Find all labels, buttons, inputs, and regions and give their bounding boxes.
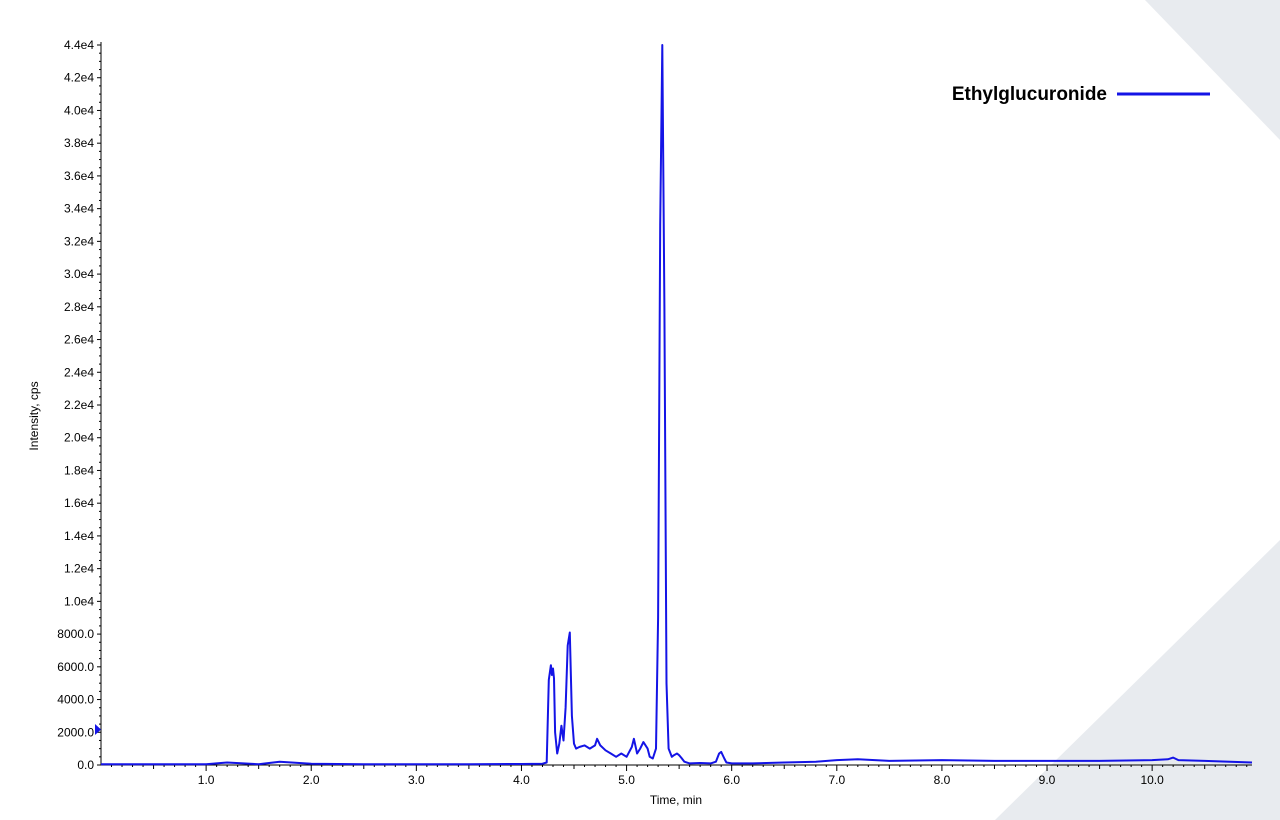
y-tick-label: 3.2e4 — [64, 234, 94, 248]
y-tick-label: 1.6e4 — [64, 496, 94, 510]
y-tick-label: 2.4e4 — [64, 365, 94, 379]
series-line-ethylglucuronide — [101, 44, 1253, 766]
y-tick-label: 4.0e4 — [64, 103, 94, 117]
y-tick-label: 2.0e4 — [64, 431, 94, 445]
x-tick-label: 10.0 — [1140, 773, 1164, 787]
y-tick-label: 4.2e4 — [64, 71, 94, 85]
y-tick-label: 3.0e4 — [64, 267, 94, 281]
x-tick-label: 9.0 — [1039, 773, 1056, 787]
y-tick-label: 2000.0 — [57, 725, 94, 739]
x-tick-label: 2.0 — [303, 773, 320, 787]
y-tick-label: 2.8e4 — [64, 300, 94, 314]
x-tick-label: 3.0 — [408, 773, 425, 787]
y-tick-label: 2.2e4 — [64, 398, 94, 412]
y-tick-label: 8000.0 — [57, 627, 94, 641]
y-tick-label: 6000.0 — [57, 660, 94, 674]
x-tick-label: 5.0 — [618, 773, 635, 787]
y-tick-label: 4000.0 — [57, 693, 94, 707]
y-tick-label: 3.4e4 — [64, 202, 94, 216]
legend-label: Ethylglucuronide — [952, 84, 1107, 105]
series-layer — [101, 44, 1253, 766]
y-tick-label: 4.4e4 — [64, 38, 94, 52]
x-tick-label: 8.0 — [934, 773, 951, 787]
y-tick-label: 3.6e4 — [64, 169, 94, 183]
y-tick-label: 1.0e4 — [64, 594, 94, 608]
y-tick-label: 1.4e4 — [64, 529, 94, 543]
legend: Ethylglucuronide — [952, 84, 1210, 105]
threshold-marker-icon — [95, 724, 101, 735]
y-axis-title: Intensity, cps — [27, 381, 41, 450]
x-axis-title: Time, min — [650, 793, 702, 807]
y-tick-label: 2.6e4 — [64, 333, 94, 347]
y-tick-label: 1.8e4 — [64, 463, 94, 477]
y-axis: 0.0 2000.0 4000.0 6000.0 8000.0 1.0e4 1.2e4 1.4… — [57, 38, 102, 772]
x-axis: 1.0 2.0 3.0 4.0 5.0 6.0 7.0 8.0 9.0 10.0 — [101, 764, 1252, 787]
x-tick-label: 6.0 — [723, 773, 740, 787]
y-tick-label: 1.2e4 — [64, 562, 94, 576]
y-tick-label: 0.0 — [77, 758, 94, 772]
x-tick-label: 1.0 — [198, 773, 215, 787]
top-right-triangle-shape — [1145, 0, 1280, 140]
bottom-right-triangle-shape — [995, 540, 1280, 820]
y-tick-label: 3.8e4 — [64, 136, 94, 150]
x-tick-label: 7.0 — [828, 773, 845, 787]
x-tick-label: 4.0 — [513, 773, 530, 787]
